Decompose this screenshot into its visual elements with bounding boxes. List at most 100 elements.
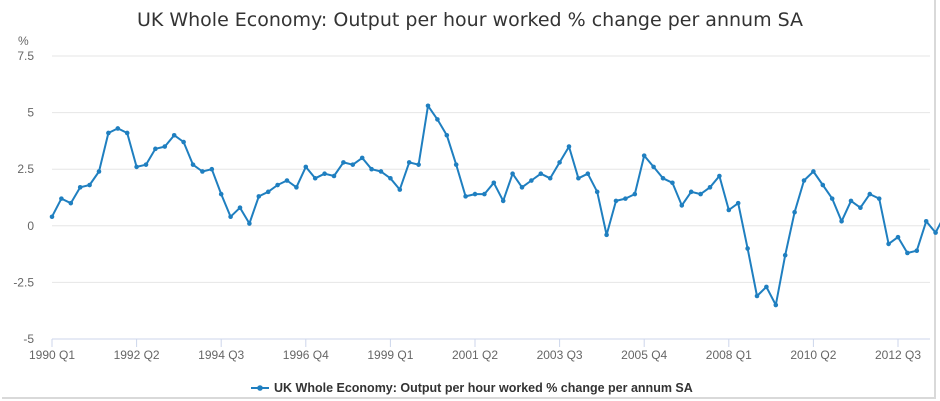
data-point[interactable] — [764, 284, 769, 290]
data-point[interactable] — [858, 205, 863, 210]
data-point[interactable] — [228, 214, 233, 220]
data-point[interactable] — [378, 169, 384, 174]
data-point[interactable] — [218, 191, 224, 197]
data-point[interactable] — [124, 130, 130, 136]
data-point[interactable] — [134, 164, 139, 170]
data-point[interactable] — [895, 234, 901, 240]
data-point[interactable] — [529, 178, 534, 183]
data-point[interactable] — [256, 194, 262, 199]
data-point[interactable] — [200, 169, 205, 174]
data-point[interactable] — [303, 164, 309, 170]
data-point[interactable] — [312, 175, 318, 181]
data-point[interactable] — [406, 160, 412, 165]
data-point[interactable] — [96, 169, 102, 174]
data-point[interactable] — [623, 196, 628, 201]
data-point[interactable] — [453, 162, 459, 167]
data-point[interactable] — [923, 218, 929, 224]
data-point[interactable] — [745, 246, 750, 251]
legend[interactable]: UK Whole Economy: Output per hour worked… — [251, 381, 693, 395]
data-point[interactable] — [294, 185, 299, 190]
data-point[interactable] — [500, 198, 506, 204]
data-point[interactable] — [209, 166, 215, 172]
data-point[interactable] — [886, 241, 891, 247]
data-point[interactable] — [867, 191, 873, 197]
data-point[interactable] — [679, 203, 685, 208]
data-point[interactable] — [792, 209, 797, 215]
data-point[interactable] — [547, 175, 553, 181]
series-output-per-hour[interactable] — [49, 83, 940, 308]
data-point[interactable] — [538, 171, 544, 177]
data-point[interactable] — [876, 196, 882, 201]
data-point[interactable] — [698, 191, 703, 197]
data-point[interactable] — [594, 189, 600, 195]
data-point[interactable] — [839, 218, 844, 224]
data-point[interactable] — [425, 103, 431, 109]
data-point[interactable] — [247, 221, 252, 226]
data-point[interactable] — [914, 248, 920, 254]
data-point[interactable] — [717, 173, 722, 179]
data-point[interactable] — [754, 293, 760, 299]
data-point[interactable] — [651, 164, 656, 170]
data-point[interactable] — [49, 214, 55, 220]
data-point[interactable] — [369, 166, 374, 172]
data-point[interactable] — [153, 146, 158, 152]
data-point[interactable] — [735, 200, 741, 206]
data-point[interactable] — [801, 178, 807, 183]
y-axis: % 7.5 5 2.5 0 -2.5 -5 — [13, 34, 34, 346]
data-point[interactable] — [820, 182, 826, 188]
data-point[interactable] — [87, 182, 92, 188]
data-point[interactable] — [688, 189, 694, 195]
data-point[interactable] — [341, 160, 346, 165]
data-point[interactable] — [933, 230, 938, 235]
data-point[interactable] — [632, 191, 638, 197]
data-point[interactable] — [416, 162, 421, 167]
data-point[interactable] — [463, 194, 468, 199]
data-point[interactable] — [585, 171, 591, 177]
y-tick-label: 7.5 — [17, 49, 34, 63]
data-point[interactable] — [707, 185, 713, 190]
data-point[interactable] — [275, 182, 280, 188]
data-point[interactable] — [773, 302, 779, 308]
data-point[interactable] — [265, 189, 271, 195]
data-point[interactable] — [905, 250, 910, 256]
data-point[interactable] — [491, 180, 497, 186]
data-point[interactable] — [190, 162, 196, 167]
data-point[interactable] — [641, 153, 647, 158]
data-point[interactable] — [557, 160, 562, 165]
data-point[interactable] — [171, 132, 177, 138]
data-point[interactable] — [397, 187, 403, 192]
data-point[interactable] — [237, 205, 243, 210]
data-point[interactable] — [359, 155, 365, 161]
data-point[interactable] — [660, 175, 666, 181]
data-point[interactable] — [435, 117, 440, 122]
data-point[interactable] — [848, 198, 854, 204]
data-point[interactable] — [68, 200, 74, 206]
data-point[interactable] — [670, 180, 675, 186]
x-tick-label: 2001 Q2 — [452, 348, 498, 362]
data-point[interactable] — [444, 132, 450, 138]
data-point[interactable] — [181, 139, 186, 145]
data-point[interactable] — [472, 191, 478, 197]
data-point[interactable] — [519, 185, 525, 190]
data-point[interactable] — [811, 169, 816, 174]
data-point[interactable] — [782, 252, 788, 258]
data-point[interactable] — [59, 196, 64, 201]
data-point[interactable] — [77, 185, 83, 190]
data-point[interactable] — [510, 171, 515, 177]
data-point[interactable] — [829, 196, 835, 201]
data-point[interactable] — [482, 191, 487, 197]
data-point[interactable] — [388, 175, 393, 181]
data-point[interactable] — [143, 162, 149, 167]
data-point[interactable] — [106, 130, 111, 136]
data-point[interactable] — [284, 178, 290, 183]
data-point[interactable] — [604, 232, 609, 238]
data-point[interactable] — [566, 144, 572, 149]
data-point[interactable] — [322, 171, 327, 177]
data-point[interactable] — [726, 207, 732, 213]
data-point[interactable] — [613, 198, 619, 204]
data-point[interactable] — [350, 162, 356, 167]
data-point[interactable] — [115, 126, 121, 131]
data-point[interactable] — [331, 173, 337, 179]
data-point[interactable] — [576, 175, 581, 181]
data-point[interactable] — [162, 144, 168, 149]
